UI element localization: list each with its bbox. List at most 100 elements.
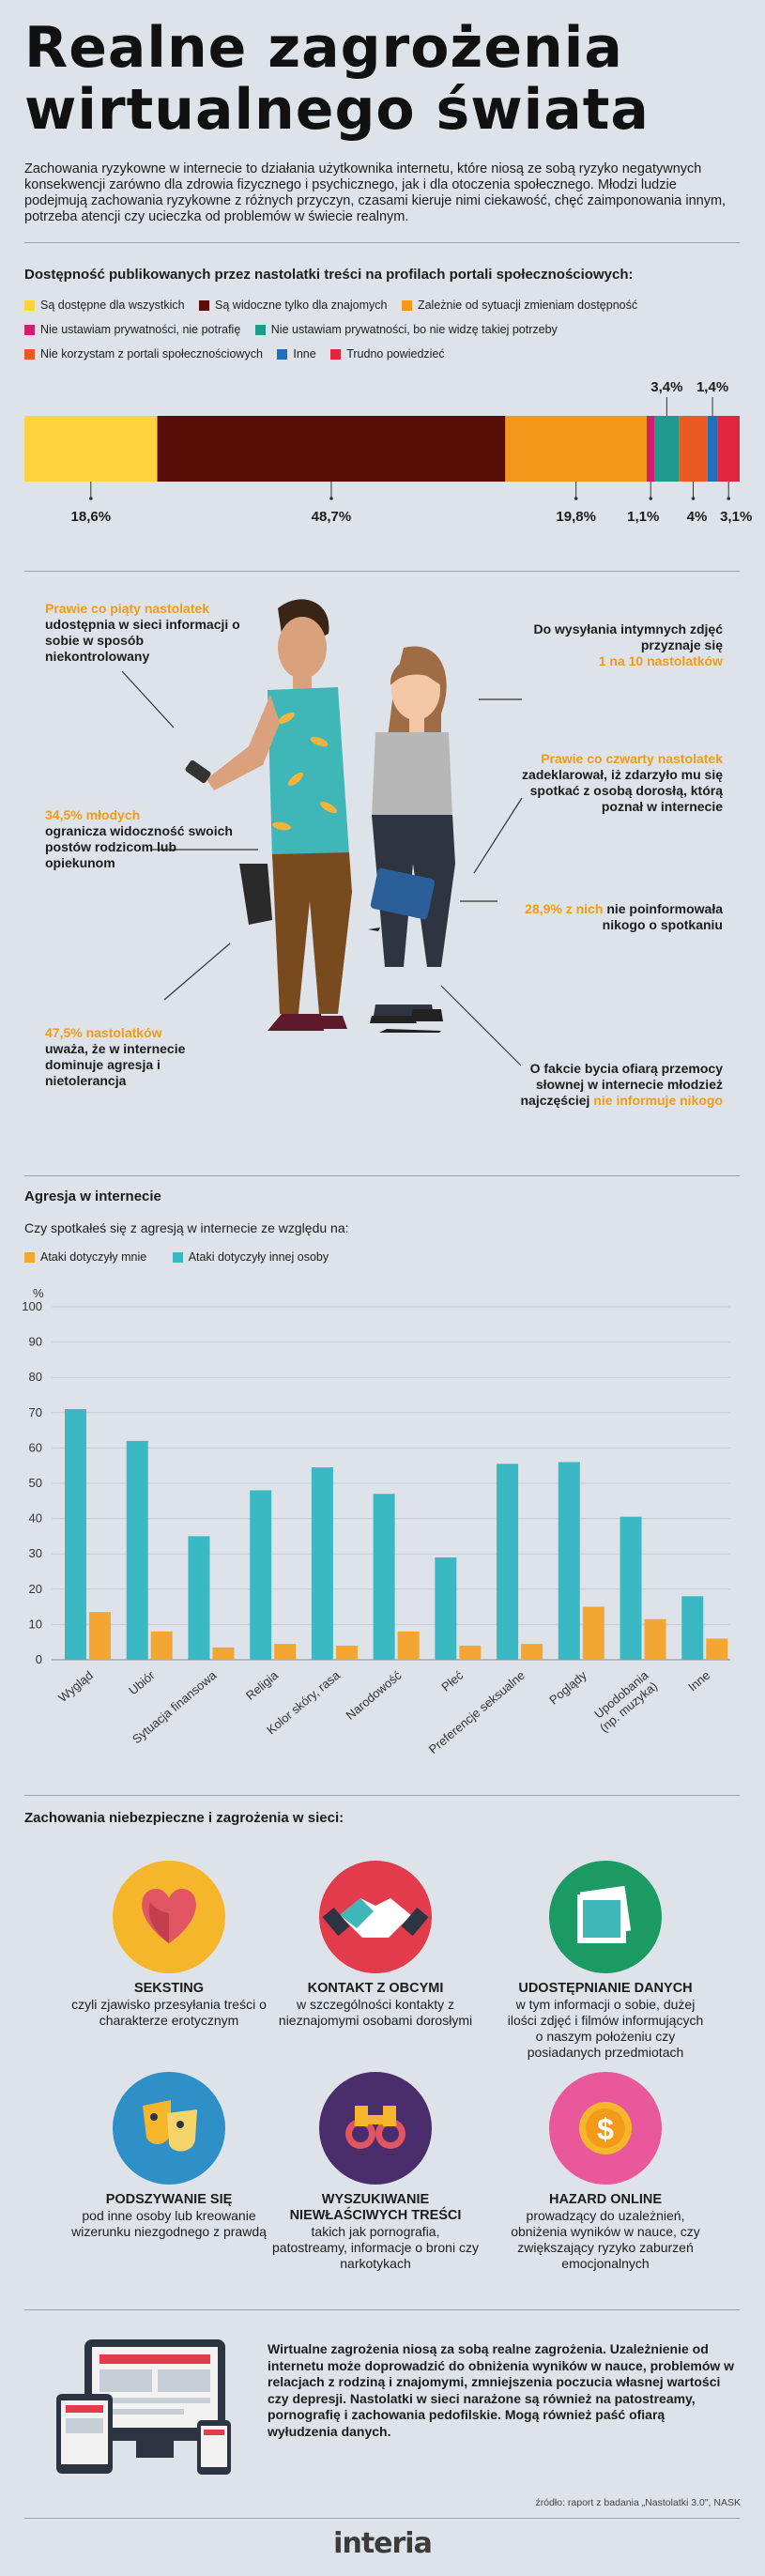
bar-me xyxy=(644,1618,666,1660)
x-tick-label: Poglądy xyxy=(546,1667,589,1707)
bar-other xyxy=(311,1467,333,1660)
privacy-chart-title: Dostępność publikowanych przez nastolatk… xyxy=(24,267,634,283)
legend-item: Są widoczne tylko dla znajomych xyxy=(199,299,387,312)
bar-me xyxy=(274,1644,297,1660)
stack-segment-0 xyxy=(24,416,158,482)
danger-desc: prowadzący do uzależnień, obniżenia wyni… xyxy=(511,2208,700,2271)
people-illustration xyxy=(121,599,523,1066)
stack-value-label: 3,1% xyxy=(720,509,752,525)
callout-limited-visibility: 34,5% młodych ogranicza widoczność swoich… xyxy=(45,807,233,870)
stack-segment-6 xyxy=(707,416,718,482)
aggression-legend: Ataki dotyczyły mnie Ataki dotyczyły inn… xyxy=(24,1250,340,1267)
bar-other xyxy=(65,1409,86,1660)
intro-text: Zachowania ryzykowne w internecie to dzi… xyxy=(24,161,727,224)
stack-tick-dot xyxy=(649,497,653,500)
stack-tick-dot xyxy=(727,497,731,500)
bar-other xyxy=(126,1440,148,1660)
privacy-stacked-bar-chart: 18,6% 48,7% 19,8% 1,1% 4% 3,1% 3,4% 1,4% xyxy=(24,379,752,525)
y-tick-label: 80 xyxy=(29,1370,42,1384)
x-tick-label: Upodobania(np. muzyka) xyxy=(588,1667,660,1735)
title-line-2: wirtualnego świata xyxy=(24,77,650,143)
danger-desc: w szczególności kontakty z nieznajomymi … xyxy=(278,1997,473,2028)
source-text: źródło: raport z badania „Nastolatki 3.0… xyxy=(535,2497,741,2508)
danger-item: SEKSTING czyli zjawisko przesyłania treśc… xyxy=(66,1981,272,2029)
y-tick-label: 100 xyxy=(22,1299,42,1313)
y-tick-label: 20 xyxy=(29,1582,42,1596)
bar-other xyxy=(435,1556,457,1660)
bar-me xyxy=(459,1645,482,1660)
stack-tick-dot xyxy=(88,497,93,500)
stack-value-label: 18,6% xyxy=(71,509,112,525)
danger-desc: czyli zjawisko przesyłania treści o char… xyxy=(71,1997,267,2028)
danger-name: UDOSTĘPNIANIE DANYCH xyxy=(518,1981,693,1996)
legend-item-other: Ataki dotyczyły innej osoby xyxy=(172,1250,329,1264)
danger-item: KONTAKT Z OBCYMI w szczególności kontakty… xyxy=(272,1981,479,2029)
stack-value-label: 1,1% xyxy=(627,509,659,525)
danger-desc: pod inne osoby lub kreowanie wizerunku n… xyxy=(71,2208,267,2239)
callout-intimate-photos: Do wysyłania intymnych zdjęć przyznaje s… xyxy=(533,621,723,668)
divider xyxy=(24,571,740,572)
stack-tick-dot xyxy=(329,497,333,500)
bar-other xyxy=(681,1596,704,1660)
callout-uncontrolled-sharing: Prawie co piąty nastolatek udostępnia w s… xyxy=(45,601,240,664)
woman-figure xyxy=(368,646,455,1033)
heart-icon xyxy=(113,1861,225,1973)
bar-other xyxy=(373,1494,395,1660)
bar-me xyxy=(89,1612,111,1660)
privacy-legend-row-1: Są dostępne dla wszystkich Są widoczne t… xyxy=(24,299,649,315)
y-tick-label: 0 xyxy=(36,1652,42,1666)
x-tick-label: Płeć xyxy=(438,1667,466,1694)
stack-value-label: 48,7% xyxy=(312,509,352,525)
stack-segment-4 xyxy=(654,416,680,482)
stack-segment-1 xyxy=(157,416,506,482)
bar-other xyxy=(250,1490,272,1660)
summary-text: Wirtualne zagrożenia niosą za sobą realn… xyxy=(268,2341,735,2439)
divider xyxy=(24,2309,740,2310)
bar-other xyxy=(497,1464,519,1660)
danger-name: SEKSTING xyxy=(133,1981,205,1996)
danger-desc: w tym informacji o sobie, dużej ilości z… xyxy=(507,1997,704,2060)
bar-other xyxy=(620,1516,642,1660)
y-tick-label: 90 xyxy=(29,1335,42,1349)
divider xyxy=(24,2518,740,2519)
callout-verbal-violence: O fakcie bycia ofiarą przemocy słownej w… xyxy=(520,1061,724,1108)
divider xyxy=(24,1795,740,1796)
title-line-1: Realne zagrożenia xyxy=(24,15,623,81)
legend-item: Są dostępne dla wszystkich xyxy=(24,299,185,312)
man-figure xyxy=(185,599,352,1031)
devices-icon xyxy=(56,2339,231,2475)
danger-item: HAZARD ONLINE prowadzący do uzależnień, o… xyxy=(502,2192,709,2272)
bar-other xyxy=(558,1462,580,1660)
y-tick-label: 70 xyxy=(29,1405,42,1419)
stack-value-label: 3,4% xyxy=(650,379,682,395)
callout-aggression-dominates: 47,5% nastolatków uważa, że w internecie … xyxy=(45,1025,186,1088)
privacy-legend-row-3: Nie korzystam z portali społecznościowyc… xyxy=(24,347,456,364)
danger-name: KONTAKT Z OBCYMI xyxy=(307,1981,444,1996)
coin-icon: $ xyxy=(549,2072,662,2185)
x-tick-label: Ubiór xyxy=(126,1667,158,1697)
privacy-legend-row-2: Nie ustawiam prywatności, nie potrafię N… xyxy=(24,323,569,340)
stack-value-label: 1,4% xyxy=(696,379,728,395)
binoculars-icon xyxy=(319,2072,432,2185)
connector-lines xyxy=(121,670,523,1066)
bar-me xyxy=(706,1638,728,1660)
stack-value-label: 19,8% xyxy=(556,509,596,525)
danger-item: UDOSTĘPNIANIE DANYCH w tym informacji o s… xyxy=(502,1981,709,2061)
x-tick-label: Inne xyxy=(685,1668,712,1694)
bar-me xyxy=(397,1631,420,1660)
bar-me xyxy=(212,1647,235,1660)
y-tick-label: 60 xyxy=(29,1440,42,1454)
bar-me xyxy=(335,1645,358,1660)
y-tick-label: 50 xyxy=(29,1476,42,1490)
divider xyxy=(24,1175,740,1176)
danger-name: HAZARD ONLINE xyxy=(548,2192,663,2207)
stack-segment-7 xyxy=(717,416,740,482)
callout-no-info-meeting: 28,9% z nich nie poinformowała nikogo o … xyxy=(525,901,723,932)
stack-segment-2 xyxy=(505,416,648,482)
stack-segment-3 xyxy=(647,416,655,482)
dangers-title: Zachowania niebezpieczne i zagrożenia w … xyxy=(24,1810,344,1826)
danger-item: PODSZYWANIE SIĘ pod inne osoby lub kreowa… xyxy=(66,2192,272,2240)
y-unit-label: % xyxy=(33,1286,44,1300)
y-tick-label: 30 xyxy=(29,1546,42,1560)
x-tick-label: Wygląd xyxy=(55,1668,96,1705)
